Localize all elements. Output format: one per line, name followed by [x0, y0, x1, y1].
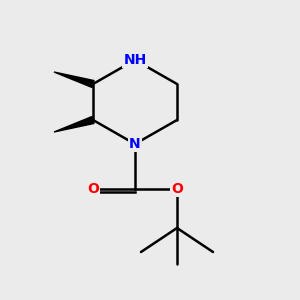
Polygon shape	[54, 117, 94, 132]
Polygon shape	[54, 72, 94, 87]
Text: N: N	[129, 137, 141, 151]
Text: NH: NH	[123, 53, 147, 67]
Text: O: O	[171, 182, 183, 196]
Text: O: O	[87, 182, 99, 196]
